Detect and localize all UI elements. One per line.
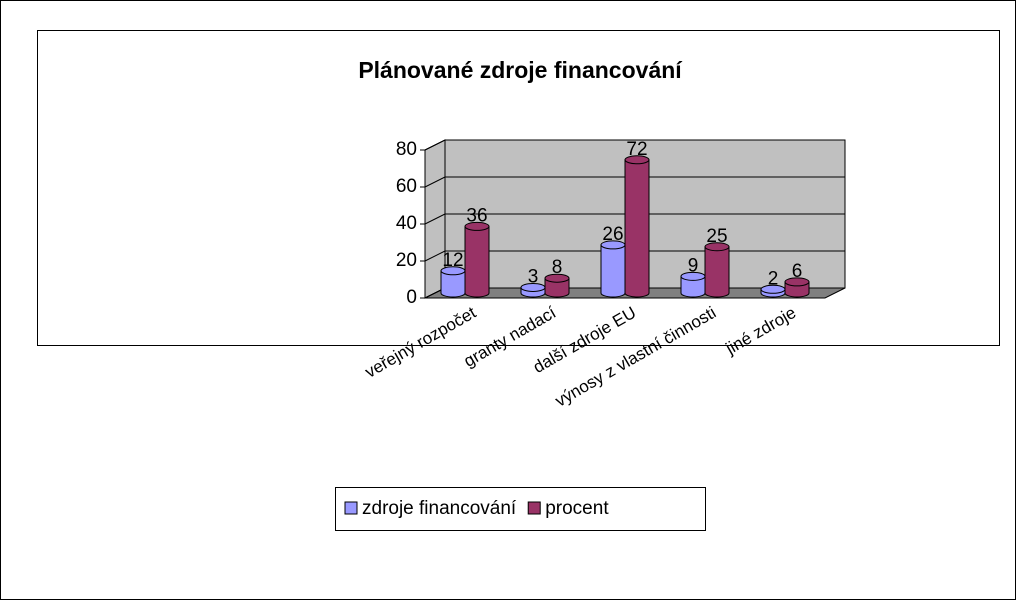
chart-title: Plánované zdroje financování xyxy=(358,57,683,83)
bar xyxy=(624,155,650,298)
bar xyxy=(680,271,706,298)
grid-line xyxy=(424,250,446,262)
legend-label: zdroje financování xyxy=(362,498,517,519)
grid-line xyxy=(424,176,446,188)
data-label: 12 xyxy=(442,250,463,271)
grid-line xyxy=(424,213,446,225)
data-label: 8 xyxy=(552,257,563,278)
y-tick-label: 80 xyxy=(396,139,417,160)
bar xyxy=(464,221,490,298)
data-label: 72 xyxy=(626,139,647,160)
bar xyxy=(544,273,570,298)
bar xyxy=(440,266,466,298)
grid-line xyxy=(424,139,446,151)
data-label: 36 xyxy=(466,205,487,226)
data-label: 6 xyxy=(792,261,803,282)
data-label: 26 xyxy=(602,224,623,245)
y-tick-label: 40 xyxy=(396,213,417,234)
legend xyxy=(335,487,706,531)
bar xyxy=(704,242,730,298)
legend-swatch xyxy=(527,501,541,515)
data-label: 9 xyxy=(688,255,699,276)
y-tick-label: 0 xyxy=(406,287,417,308)
data-label: 2 xyxy=(768,268,779,289)
data-label: 25 xyxy=(706,226,727,247)
bar xyxy=(600,240,626,298)
legend-label: procent xyxy=(545,498,609,519)
y-tick-label: 20 xyxy=(396,250,417,271)
bar xyxy=(520,282,546,298)
data-label: 3 xyxy=(528,266,539,287)
bar xyxy=(784,277,810,298)
y-tick-label: 60 xyxy=(396,176,417,197)
legend-swatch xyxy=(344,501,358,515)
